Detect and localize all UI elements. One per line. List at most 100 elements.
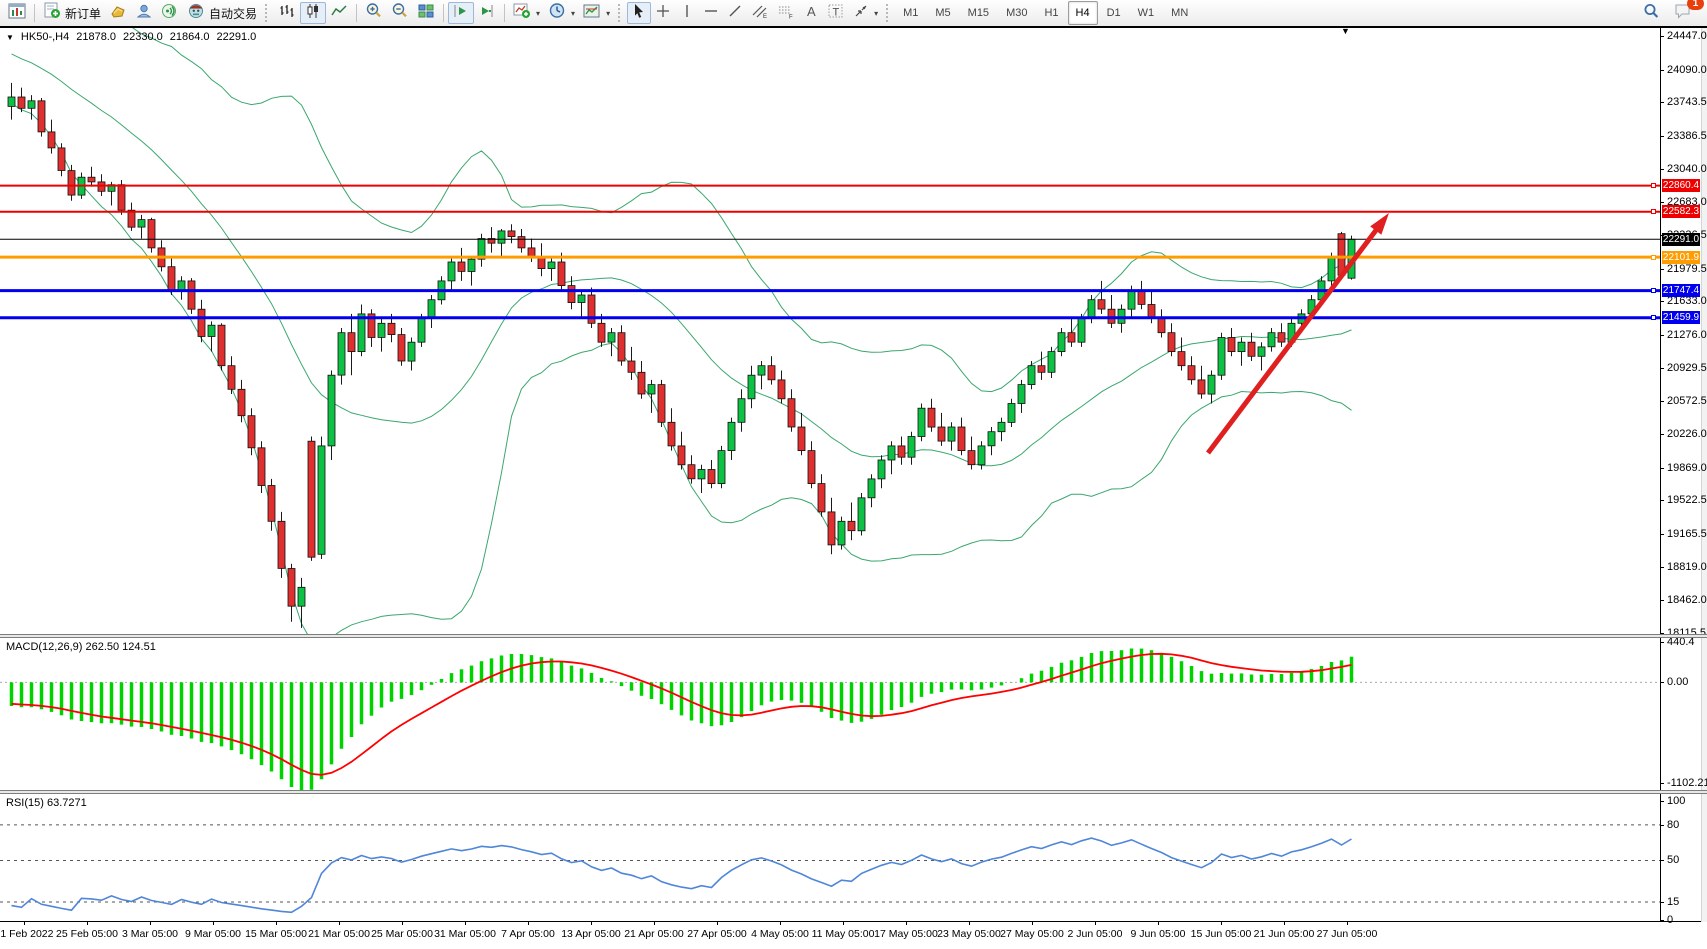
timeframe-button-m15[interactable]: M15 [967,7,990,19]
rsi-tick-label: 100 [1667,795,1686,807]
pane-separator-rsi[interactable] [0,790,1707,794]
horizontal-levels-layer [0,184,1660,320]
price-tick-mark [1660,136,1664,137]
time-tick-label: 15 Jun 05:00 [1190,928,1252,940]
vertical-line-tool-button[interactable] [675,2,699,24]
price-tick-mark [1660,600,1664,601]
rsi-tick-label: 80 [1667,819,1680,831]
templates-icon [583,3,601,24]
time-tick-mark [465,922,466,925]
time-tick-mark [591,922,592,925]
timeframe-button-h1[interactable]: H1 [1044,7,1059,19]
ohlc-high: 22330.0 [122,31,163,43]
time-tick-mark [528,922,529,925]
bar-chart-button[interactable] [274,2,300,24]
time-tick-label: 2 Jun 05:00 [1067,928,1123,940]
level-endpoint-marker [1651,288,1656,293]
timeframe-button-h4[interactable]: H4 [1067,1,1098,25]
chart-window[interactable]: ▼ HK50-,H4 21878.0 22330.0 21864.0 22291… [0,26,1707,949]
crosshair-icon [655,3,671,24]
signals-button[interactable] [157,2,183,24]
rsi-tick-label: 15 [1667,896,1680,908]
price-badge: 22291.0 [1662,233,1700,246]
time-tick-mark [150,922,151,925]
signals-broadcast-icon [161,3,179,24]
chart-expander-icon[interactable]: ▼ [6,32,14,42]
time-tick-label: 15 Mar 05:00 [245,928,307,940]
macd-tick-label: 440.4 [1667,636,1695,648]
rsi-pane[interactable] [0,794,1660,921]
text-tool-button[interactable]: A [799,2,823,24]
tile-windows-button[interactable] [413,2,439,24]
time-tick-mark [1095,922,1096,925]
timeframe-button-m5[interactable]: M5 [935,7,951,19]
price-tick-mark [1660,36,1664,37]
toolbar-right-group: 1 [1638,0,1704,24]
channel-tool-button[interactable]: E [747,2,773,24]
pane-separator-macd[interactable] [0,634,1707,638]
candle-chart-button[interactable] [300,2,327,24]
price-tick-label: 23040.0 [1667,163,1707,175]
text-label-tool-button[interactable]: T [823,2,849,24]
horizontal-line-tool-button[interactable] [699,2,723,24]
new-order-button[interactable]: 新订单 [39,2,105,24]
bollinger-upper-band [132,28,1352,393]
rsi-tick-mark [1660,860,1664,861]
timeframe-button-w1[interactable]: W1 [1137,7,1155,19]
macd-indicator-label: MACD(12,26,9) 262.50 124.51 [6,641,156,653]
chat-button[interactable]: 1 [1670,0,1704,24]
main-price-pane[interactable] [0,28,1660,634]
timeframe-button-mn[interactable]: MN [1171,7,1189,19]
periods-button[interactable]: ▾ [544,2,579,24]
time-tick-mark [843,922,844,925]
macd-pane[interactable] [0,638,1660,790]
profiles-button[interactable] [105,2,131,24]
search-button[interactable] [1638,2,1664,24]
fibonacci-tool-button[interactable]: F [773,2,799,24]
time-axis[interactable]: 21 Feb 2022 25 Feb 05:00 3 Mar 05:00 9 Mar … [0,922,1707,949]
templates-button[interactable]: ▾ [579,2,614,24]
chart-window-button[interactable] [4,2,30,24]
price-tick-mark [1660,534,1664,535]
time-axis-line [0,921,1701,922]
new-order-icon [43,2,61,24]
zoom-out-button[interactable] [387,2,413,24]
time-tick-mark [1284,922,1285,925]
level-endpoint-marker [1651,183,1656,188]
time-tick-label: 25 Mar 05:00 [371,928,433,940]
svg-text:A: A [807,4,816,19]
auto-scroll-button[interactable] [448,2,475,24]
time-tick-label: 7 Apr 05:00 [501,928,555,940]
community-button[interactable] [131,2,157,24]
timeframe-button-m30[interactable]: M30 [1006,7,1028,19]
chart-shift-marker[interactable]: ▼ [1341,26,1350,36]
candle-chart-icon [304,3,322,24]
time-tick-mark [339,922,340,925]
trend-arrow-line [1206,225,1381,455]
timeframe-button-d1[interactable]: D1 [1106,7,1121,19]
price-tick-label: 20572.5 [1667,395,1707,407]
indicators-button[interactable]: ▾ [509,2,544,24]
time-tick-label: 25 Feb 05:00 [56,928,118,940]
window-edge-strip [1701,28,1707,949]
timeframe-button-m1[interactable]: M1 [903,7,919,19]
arrow-objects-button[interactable]: ▾ [849,2,882,24]
line-chart-button[interactable] [326,2,352,24]
price-axis[interactable]: 24447.0 24090.0 23743.5 23386.5 23040.0 22683… [1660,28,1707,926]
chart-shift-button[interactable] [474,2,500,24]
svg-text:F: F [789,14,793,19]
macd-histogram-layer [9,648,1354,790]
zoom-in-button[interactable] [361,2,387,24]
autotrade-button[interactable]: 自动交易 [183,2,261,24]
macd-tick-mark [1660,783,1664,784]
cursor-tool-button[interactable] [627,2,652,24]
time-tick-label: 21 Jun 05:00 [1253,928,1315,940]
time-tick-mark [276,922,277,925]
time-tick-label: 21 Feb 2022 [0,928,54,940]
zoom-in-icon [365,2,383,24]
time-tick-label: 31 Mar 05:00 [434,928,496,940]
trendline-tool-button[interactable] [723,2,747,24]
indicators-icon [513,2,531,24]
crosshair-tool-button[interactable] [651,2,675,24]
price-tick-mark [1660,202,1664,203]
